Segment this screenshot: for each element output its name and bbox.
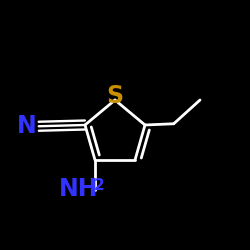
Text: NH: NH bbox=[59, 177, 98, 201]
Text: N: N bbox=[17, 114, 37, 138]
Text: 2: 2 bbox=[94, 178, 104, 193]
Text: S: S bbox=[107, 84, 124, 108]
